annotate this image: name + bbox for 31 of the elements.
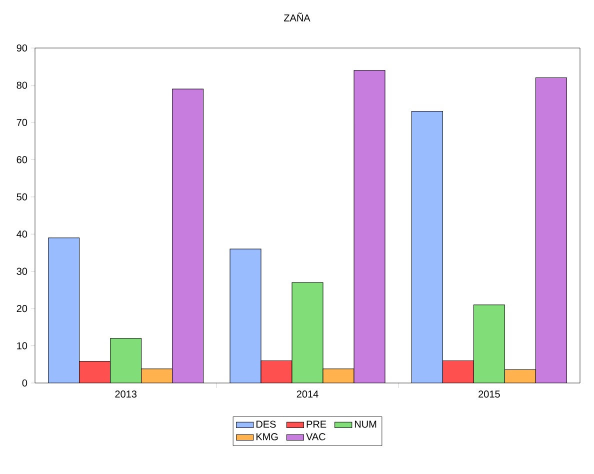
legend-label: VAC — [306, 433, 326, 440]
bar — [110, 338, 142, 383]
legend-label: PRE — [306, 420, 326, 428]
bar — [535, 78, 567, 383]
bar — [473, 304, 505, 383]
bar — [230, 248, 262, 383]
y-tick-label: 40 — [16, 230, 28, 238]
y-tick-label: 20 — [16, 305, 28, 312]
bar — [411, 111, 443, 383]
y-tick-label: 80 — [16, 82, 28, 89]
bar — [48, 238, 80, 383]
y-tick-label: 50 — [16, 193, 28, 200]
legend-label: NUM — [354, 420, 376, 428]
bar — [292, 282, 324, 383]
y-tick-label: 70 — [16, 118, 28, 126]
y-tick-label: 60 — [16, 156, 28, 164]
x-tick-label: 2014 — [296, 390, 318, 398]
bar — [354, 70, 386, 383]
y-tick-label: 30 — [16, 268, 28, 275]
x-tick-label: 2013 — [115, 390, 137, 398]
chart-title: ZAÑA — [284, 12, 310, 22]
bar — [79, 361, 111, 383]
bar — [260, 360, 292, 383]
legend-label: DES — [256, 420, 276, 428]
y-tick-label: 90 — [16, 44, 28, 52]
bar — [442, 360, 474, 383]
x-tick-label: 2015 — [478, 390, 500, 398]
bar — [172, 88, 204, 383]
legend-label: KMG — [256, 433, 278, 440]
y-tick-label: 10 — [17, 342, 28, 350]
y-tick-label: 0 — [22, 379, 28, 387]
